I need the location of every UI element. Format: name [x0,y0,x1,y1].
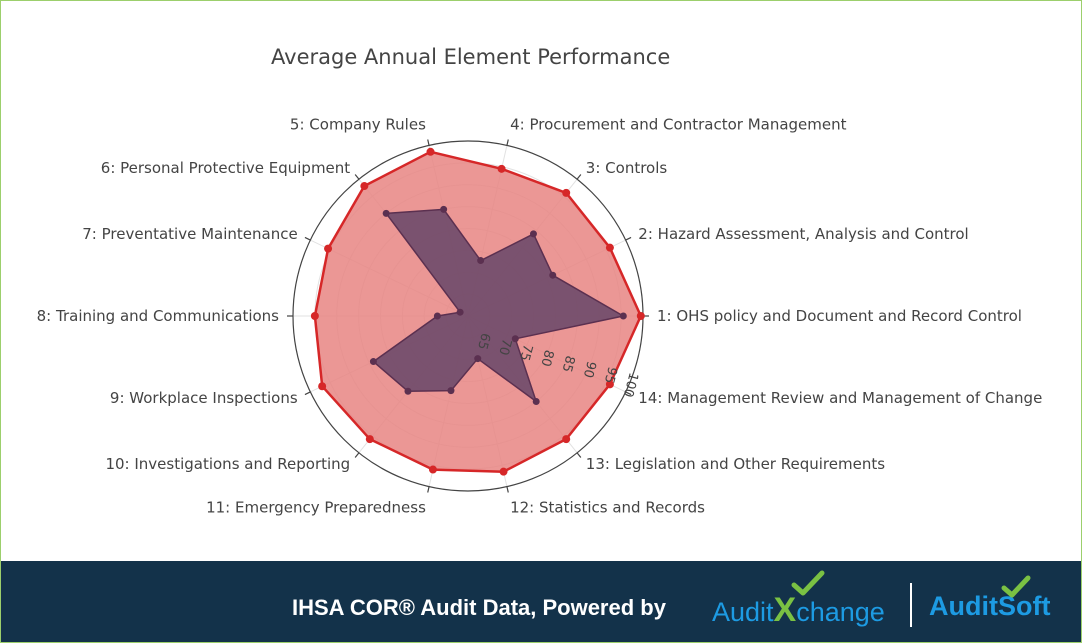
category-label: 4: Procurement and Contractor Management [510,116,847,134]
radial-tick-label: 85 [558,354,577,374]
data-point [433,312,441,320]
data-point [562,435,571,444]
data-point [529,230,537,238]
category-label: 11: Emergency Preparedness [206,498,426,516]
data-point [369,358,377,366]
category-label: 10: Investigations and Reporting [105,455,350,473]
auditsoft-logo: AuditSoft [929,591,1051,621]
data-point [497,164,506,173]
logo-divider [910,583,912,627]
category-label: 2: Hazard Assessment, Analysis and Contr… [638,225,968,243]
angular-tick [625,391,632,396]
auditxchange-logo: AuditXchange [712,591,885,630]
footer-banner [1,561,1081,642]
data-point [365,435,374,444]
data-point [382,209,390,217]
checkmark-icon [1001,575,1031,598]
angular-tick [304,391,311,396]
category-label: 3: Controls [586,159,668,177]
radial-tick-label: 95 [601,365,620,385]
angular-tick [427,139,430,146]
data-point [605,380,614,389]
checkmark-icon [791,570,825,596]
category-label: 14: Management Review and Management of … [638,389,1042,407]
category-label: 12: Statistics and Records [510,498,705,516]
category-label: 13: Legislation and Other Requirements [586,455,885,473]
radial-tick-label: 90 [580,360,599,380]
radial-tick-label: 80 [537,348,556,368]
data-point [474,355,482,363]
angular-tick [427,486,430,493]
data-point [562,188,571,197]
data-point [636,312,645,320]
logo-change-text: change [796,597,885,627]
footer-text: IHSA COR® Audit Data, Powered by [292,595,666,620]
data-point [310,312,319,320]
radar-chart: 65 70 75 80 85 90 95 100 1: OHS policy and Docum… [37,116,1043,517]
chart-title: Average Annual Element Performance [271,45,671,69]
logo-audit-text: Audit [712,597,774,627]
angular-tick [506,486,509,493]
data-point [619,312,627,320]
data-point [605,243,614,252]
data-point [426,147,435,156]
chart-area: Average Annual Element Performance 65 70 7… [1,1,1081,561]
category-label: 5: Company Rules [290,116,426,134]
category-label: 6: Personal Protective Equipment [101,159,351,177]
data-point [456,308,464,316]
category-label: 8: Training and Communications [37,307,280,325]
data-point [318,382,327,391]
angular-tick [576,452,582,458]
angular-tick [354,452,360,458]
data-point [440,205,448,213]
radial-tick-label: 100 [620,371,641,399]
category-label: 9: Workplace Inspections [110,389,298,407]
data-point [360,182,369,191]
data-point [324,244,333,253]
radial-tick-label: 70 [495,337,514,357]
data-point [428,465,437,474]
data-point [549,271,557,279]
category-label: 1: OHS policy and Document and Record Co… [657,307,1022,325]
radial-tick-label: 75 [516,343,535,363]
data-point [511,335,519,343]
data-point [532,398,540,406]
logo-x-text: X [773,591,797,629]
radial-tick-label: 65 [474,331,493,351]
angular-tick [506,139,509,146]
data-point [447,387,455,395]
angular-tick [304,236,311,241]
angular-tick [625,236,632,241]
data-point [499,467,508,476]
angular-tick [354,174,360,180]
data-point [404,387,412,395]
angular-tick [576,174,582,180]
data-point [477,257,485,265]
category-label: 7: Preventative Maintenance [82,225,297,243]
